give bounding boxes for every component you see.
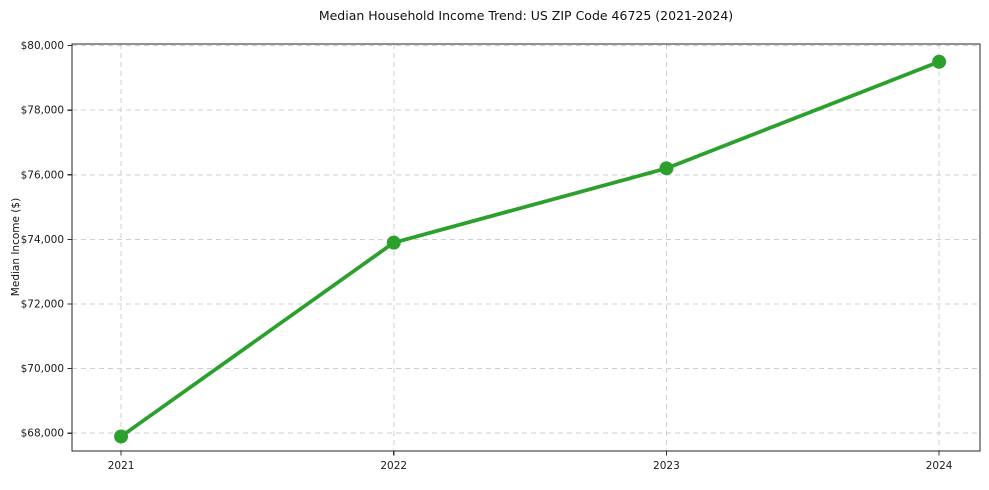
y-tick-label: $72,000	[21, 299, 64, 311]
y-tick-label: $78,000	[21, 105, 64, 117]
chart-title: Median Household Income Trend: US ZIP Co…	[318, 8, 734, 23]
axes-spines	[71, 43, 981, 452]
data-point	[114, 429, 129, 444]
y-tick-label: $68,000	[21, 428, 64, 440]
trend-line	[119, 59, 941, 439]
data-point	[659, 161, 674, 176]
x-tick-label: 2021	[108, 460, 135, 472]
y-tick-label: $74,000	[21, 234, 64, 246]
y-tick-label: $76,000	[21, 169, 64, 181]
x-tick-label: 2022	[380, 460, 407, 472]
x-tick-label: 2023	[653, 460, 680, 472]
y-tick-label: $70,000	[21, 363, 64, 375]
data-point	[932, 54, 947, 69]
y-tick-label: $80,000	[21, 40, 64, 52]
data-point	[386, 235, 401, 250]
x-tick-label: 2024	[926, 460, 953, 472]
